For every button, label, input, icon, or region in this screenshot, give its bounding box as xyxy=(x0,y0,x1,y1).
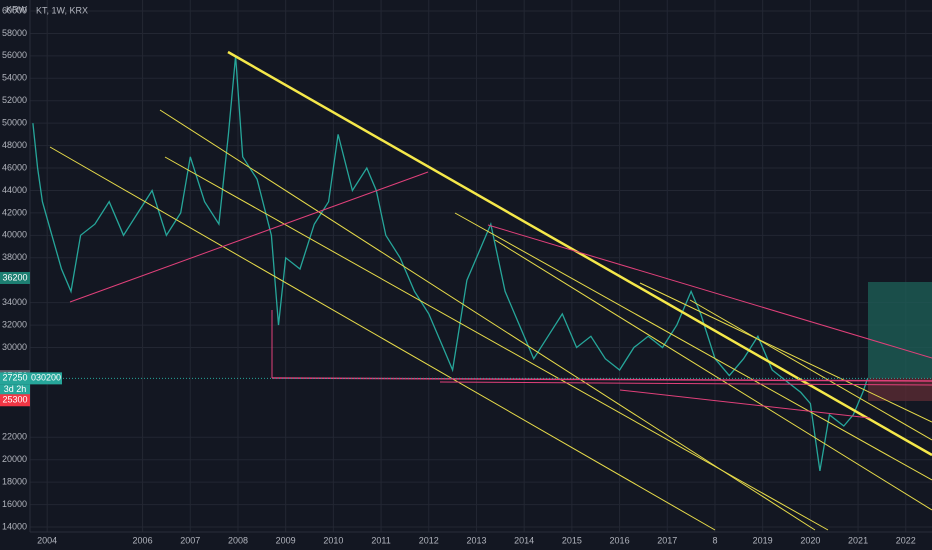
y-tick-label: 22000 xyxy=(2,432,27,442)
y-tick-label: 14000 xyxy=(2,521,27,531)
price-mark-label: 27250 xyxy=(2,373,27,383)
y-tick-label: 60000 xyxy=(2,5,27,15)
x-tick-label: 2022 xyxy=(896,535,916,545)
y-tick-label: 44000 xyxy=(2,185,27,195)
channel-line xyxy=(639,282,932,423)
grid xyxy=(30,0,932,532)
x-tick-label: 2010 xyxy=(323,535,343,545)
x-tick-label: 2007 xyxy=(180,535,200,545)
y-tick-label: 50000 xyxy=(2,118,27,128)
price-line xyxy=(32,55,869,472)
y-tick-label: 40000 xyxy=(2,230,27,240)
y-tick-label: 18000 xyxy=(2,477,27,487)
channel-line xyxy=(494,239,932,511)
channel-line xyxy=(689,299,932,441)
channel-line xyxy=(454,212,932,481)
y-tick-label: 56000 xyxy=(2,50,27,60)
channel-line xyxy=(164,156,829,531)
x-tick-label: 2006 xyxy=(133,535,153,545)
x-tick-label: 2009 xyxy=(276,535,296,545)
y-tick-label: 54000 xyxy=(2,73,27,83)
y-tick-label: 20000 xyxy=(2,454,27,464)
x-tick-label: 2011 xyxy=(371,535,390,545)
time-left-label: 3d 2h xyxy=(4,384,27,394)
x-tick-label: 2015 xyxy=(562,535,582,545)
main-trendline xyxy=(227,50,932,457)
y-tick-label: 52000 xyxy=(2,95,27,105)
x-tick-label: 2020 xyxy=(800,535,820,545)
x-tick-label: 2012 xyxy=(419,535,439,545)
x-tick-label: 2021 xyxy=(848,535,868,545)
series xyxy=(32,55,869,472)
y-tick-label: 30000 xyxy=(2,342,27,352)
y-tick-label: 38000 xyxy=(2,252,27,262)
time-left-box xyxy=(0,384,30,396)
target-zone xyxy=(868,282,932,378)
y-tick-label: 46000 xyxy=(2,162,27,172)
symbol-title: KT, 1W, KRX xyxy=(36,5,88,15)
y-tick-label: 16000 xyxy=(2,499,27,509)
y-tick-label: 34000 xyxy=(2,297,27,307)
x-tick-label: 2016 xyxy=(610,535,630,545)
price-mark-box xyxy=(0,372,30,385)
channel-line xyxy=(49,146,716,531)
x-tick-label: 2014 xyxy=(514,535,534,545)
x-tick-label: 2008 xyxy=(228,535,248,545)
y-tick-label: 48000 xyxy=(2,140,27,150)
stop-zone xyxy=(868,378,932,401)
x-tick-label: 2019 xyxy=(753,535,773,545)
y-tick-label: 42000 xyxy=(2,207,27,217)
support-line xyxy=(69,171,429,303)
price-mark-label: 36200 xyxy=(2,272,27,282)
trend-lines xyxy=(49,50,932,531)
x-tick-label: 2004 xyxy=(37,535,57,545)
price-mark-box xyxy=(0,394,30,407)
support-line xyxy=(487,224,932,359)
price-mark-label: 25300 xyxy=(2,395,27,405)
y-tick-label: 58000 xyxy=(2,28,27,38)
x-tick-label: 8 xyxy=(712,535,717,545)
price-mark-box xyxy=(0,271,30,284)
x-tick-label: 2013 xyxy=(466,535,486,545)
support-line xyxy=(619,389,871,419)
support-lines xyxy=(69,171,932,419)
support-line xyxy=(439,381,932,386)
countdown-label: 030200 xyxy=(31,373,61,383)
channel-lines xyxy=(49,109,932,531)
y-tick-label: 32000 xyxy=(2,319,27,329)
channel-line xyxy=(159,109,816,531)
countdown-box xyxy=(30,372,62,385)
currency-label: KRW xyxy=(6,4,27,14)
x-tick-label: 2017 xyxy=(657,535,677,545)
